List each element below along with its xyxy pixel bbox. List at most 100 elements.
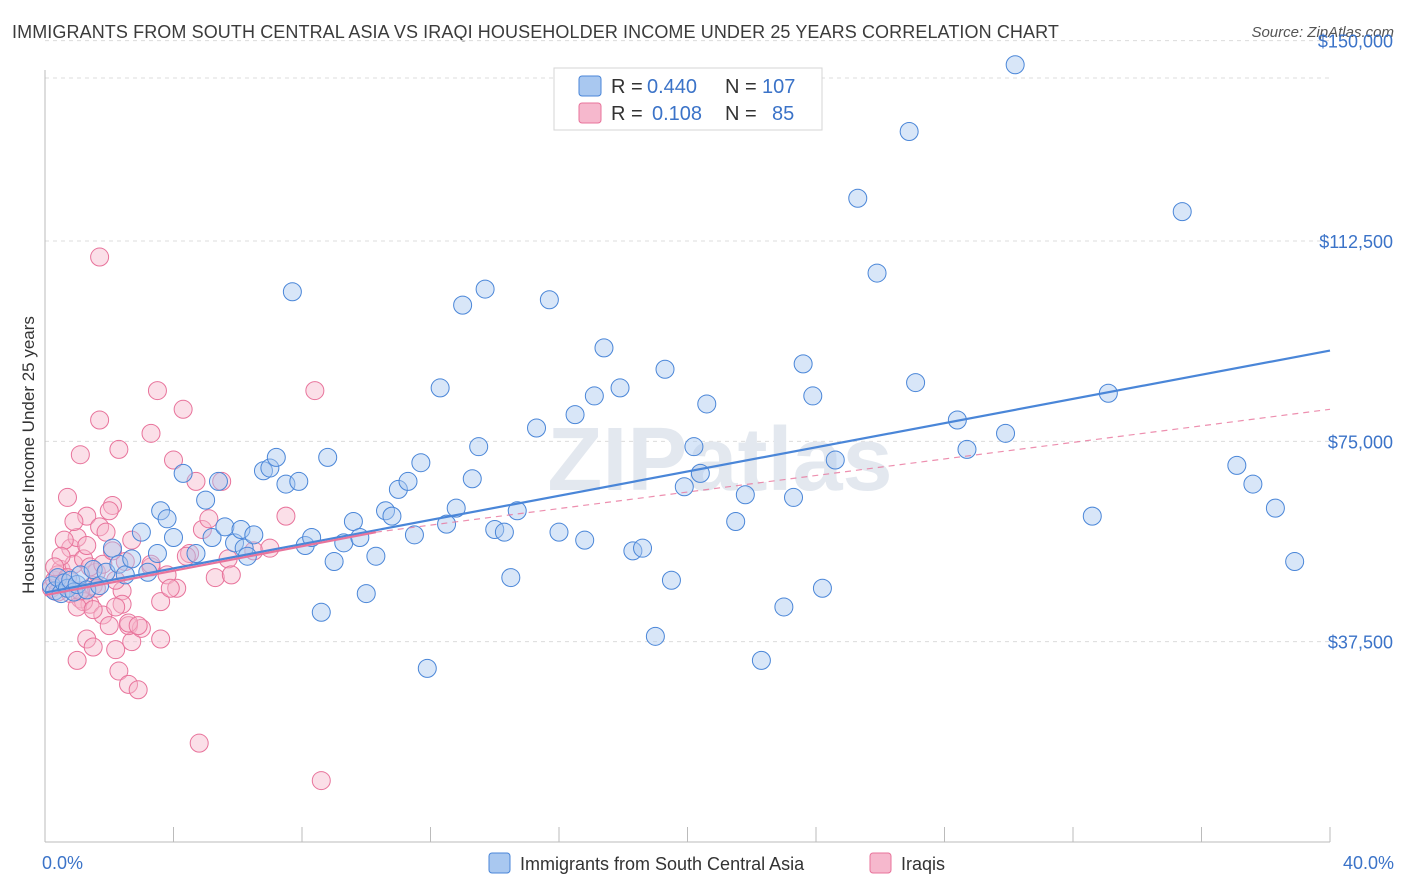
series-south-central-asia-points <box>41 55 1305 678</box>
y-tick-label: $75,000 <box>1328 432 1393 452</box>
data-point <box>324 552 344 572</box>
data-point <box>160 578 180 598</box>
data-point <box>1265 498 1285 518</box>
data-point <box>404 525 424 545</box>
data-point <box>661 570 681 590</box>
data-point <box>64 511 84 531</box>
data-point <box>957 439 977 459</box>
data-point <box>45 557 65 577</box>
data-point <box>83 600 103 620</box>
data-point <box>565 405 585 425</box>
data-point <box>205 568 225 588</box>
data-point <box>77 536 97 556</box>
data-point <box>388 479 408 499</box>
data-point <box>61 538 81 558</box>
data-point <box>825 450 845 470</box>
data-point <box>430 378 450 398</box>
stats-n-value-1: 107 <box>762 76 795 98</box>
x-axis-ticks <box>44 827 1331 842</box>
data-point <box>74 592 94 612</box>
data-point <box>376 501 396 521</box>
data-point <box>266 447 286 467</box>
data-point <box>102 495 122 515</box>
legend: Immigrants from South Central Asia Iraqi… <box>488 852 945 874</box>
data-point <box>77 506 97 526</box>
data-point <box>469 437 489 457</box>
data-point <box>122 632 142 652</box>
data-point <box>192 519 212 539</box>
data-point <box>99 616 119 636</box>
y-axis-tick-labels: $37,500 $75,000 $112,500 $150,000 <box>1318 32 1393 653</box>
stats-swatch-pink <box>578 102 602 124</box>
watermark: ZIPatlas <box>547 410 892 510</box>
stats-swatch-blue <box>578 75 602 97</box>
data-point <box>751 650 771 670</box>
y-tick-label: $150,000 <box>1318 32 1393 52</box>
data-point <box>90 247 110 267</box>
data-point <box>151 629 171 649</box>
data-point <box>645 626 665 646</box>
data-point <box>684 437 704 457</box>
data-point <box>633 538 653 558</box>
data-point <box>398 471 418 491</box>
stats-n-value-2: 85 <box>772 103 794 125</box>
stats-n-label-2: N = <box>725 103 757 125</box>
data-point <box>311 771 331 791</box>
data-point <box>549 522 569 542</box>
data-point <box>343 511 363 531</box>
data-point <box>131 618 151 638</box>
data-point <box>417 658 437 678</box>
data-point <box>848 188 868 208</box>
data-point <box>1227 455 1247 475</box>
data-point <box>793 354 813 374</box>
trend-line <box>44 531 377 597</box>
data-point <box>147 381 167 401</box>
data-point <box>803 386 823 406</box>
data-point <box>180 544 200 564</box>
data-point <box>411 453 431 473</box>
data-point <box>122 530 142 550</box>
data-point <box>501 568 521 588</box>
data-point <box>1172 202 1192 222</box>
data-point <box>1082 506 1102 526</box>
data-point <box>366 546 386 566</box>
data-point <box>109 439 129 459</box>
data-point <box>494 522 514 542</box>
data-point <box>186 544 206 564</box>
data-point <box>164 450 183 470</box>
data-point <box>697 394 717 414</box>
data-point <box>584 386 604 406</box>
data-point <box>867 263 887 283</box>
data-point <box>202 528 222 547</box>
data-point <box>462 469 482 489</box>
data-point <box>208 471 228 491</box>
legend-swatch-south-central-asia <box>488 852 511 874</box>
data-point <box>527 418 547 438</box>
data-point <box>356 584 376 604</box>
data-point <box>812 578 832 598</box>
y-axis-label: Householder Income Under 25 years <box>19 316 38 594</box>
x-tick-label-max: 40.0% <box>1343 853 1394 873</box>
data-point <box>196 490 216 510</box>
data-point <box>996 423 1016 443</box>
data-point <box>96 522 116 542</box>
data-point <box>112 581 132 601</box>
data-point <box>311 602 331 622</box>
data-point <box>83 637 103 657</box>
data-point <box>774 597 794 617</box>
data-point <box>244 525 264 545</box>
data-point <box>90 517 110 537</box>
data-point <box>106 640 126 660</box>
data-point <box>157 509 177 529</box>
data-point <box>539 290 559 310</box>
stats-r-label-1: R = <box>611 76 643 98</box>
data-point <box>102 538 122 558</box>
legend-label-south-central-asia: Immigrants from South Central Asia <box>520 854 805 874</box>
y-tick-label: $37,500 <box>1328 633 1393 653</box>
data-point <box>67 597 87 617</box>
data-point <box>90 410 110 430</box>
data-point <box>70 445 90 465</box>
chart-title: IMMIGRANTS FROM SOUTH CENTRAL ASIA VS IR… <box>12 22 1059 42</box>
data-point <box>128 616 148 636</box>
data-point <box>276 506 296 526</box>
